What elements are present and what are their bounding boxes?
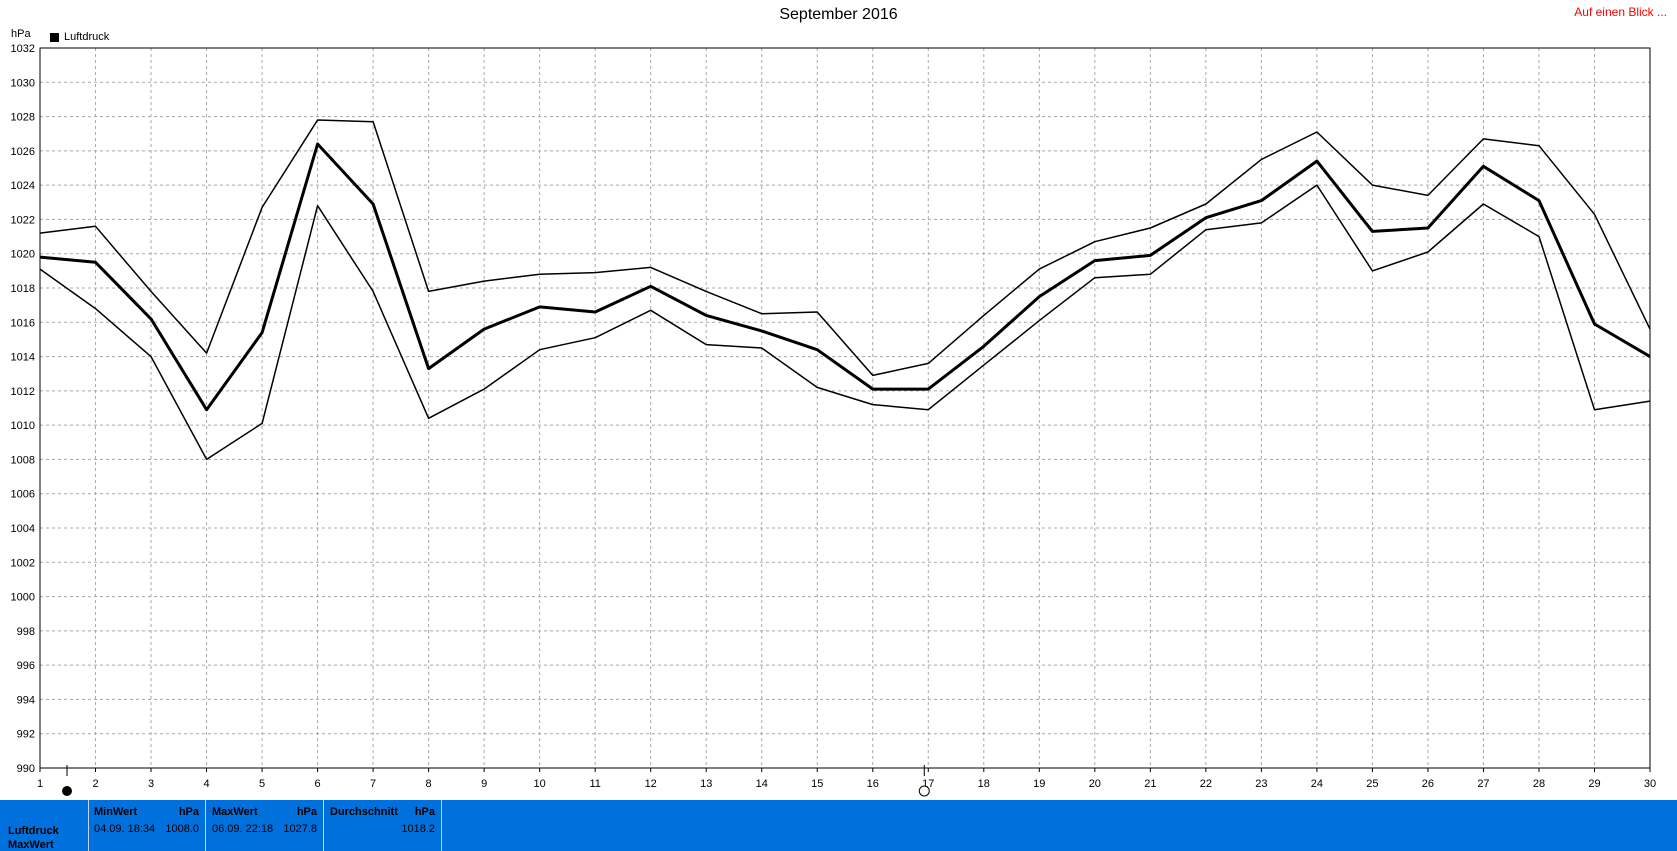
y-tick-label: 998: [17, 626, 35, 638]
legend-swatch: [50, 32, 59, 42]
x-tick-label: 9: [481, 778, 487, 790]
x-tick-label: 16: [867, 778, 879, 790]
stats-avg-unit: hPa: [414, 806, 435, 818]
x-tick-label: 14: [756, 778, 768, 790]
y-tick-label: 1022: [11, 214, 35, 226]
y-tick-label: 994: [17, 694, 35, 706]
y-tick-label: 1018: [11, 283, 35, 295]
range-start-marker-icon: [62, 786, 72, 796]
stats-max-time: 06.09. 22:18: [212, 823, 274, 835]
x-tick-label: 24: [1311, 778, 1323, 790]
y-tick-label: 1014: [11, 352, 35, 364]
y-tick-label: 992: [17, 729, 35, 741]
stats-avg-value: 1018.2: [401, 823, 435, 835]
x-tick-label: 5: [259, 778, 265, 790]
legend: Luftdruck: [50, 31, 109, 43]
x-tick-label: 21: [1144, 778, 1156, 790]
series-line-min: [39, 184, 1651, 461]
plot-frame: [39, 47, 1651, 769]
stats-row-label: MaxWert: [8, 839, 54, 851]
stats-row-label: Luftdruck: [8, 825, 59, 837]
y-tick-label: 1028: [11, 112, 35, 124]
stats-min-block: MinWert hPa 04.09. 18:34 1008.0: [88, 800, 206, 851]
series-line-mean: [39, 142, 1651, 412]
stats-avg-header: Durchschnitt: [330, 806, 398, 818]
x-tick-label: 28: [1533, 778, 1545, 790]
stats-max-unit: hPa: [296, 806, 317, 818]
x-tick-label: 10: [534, 778, 546, 790]
stats-avg-block: Durchschnitt hPa 1018.2: [324, 800, 442, 851]
range-end-marker-icon: [918, 785, 930, 797]
x-tick-label: 4: [203, 778, 209, 790]
y-tick-label: 1008: [11, 454, 35, 466]
y-tick-label: 1004: [11, 523, 35, 535]
x-tick-label: 6: [315, 778, 321, 790]
y-tick-label: 1020: [11, 249, 35, 261]
y-tick-label: 1012: [11, 386, 35, 398]
stats-max-header: MaxWert: [212, 806, 258, 818]
y-tick-label: 1030: [11, 77, 35, 89]
x-tick-label: 12: [645, 778, 657, 790]
y-tick-label: 990: [17, 763, 35, 775]
x-tick-label: 7: [370, 778, 376, 790]
x-tick-label: 8: [426, 778, 432, 790]
y-tick-label: 1024: [11, 180, 35, 192]
stats-panel: Luftdruck MaxWert MinWert hPa 04.09. 18:…: [0, 800, 1677, 851]
x-tick-label: 20: [1089, 778, 1101, 790]
x-tick-label: 11: [589, 778, 600, 790]
x-tick-label: 26: [1422, 778, 1434, 790]
y-tick-label: 1000: [11, 592, 35, 604]
stats-min-value: 1008.0: [165, 823, 199, 835]
y-tick-label: 1016: [11, 317, 35, 329]
y-tick-label: 1032: [11, 43, 35, 55]
y-axis-unit-label: hPa: [11, 28, 31, 40]
x-tick-label: 1: [37, 778, 43, 790]
y-tick-label: 996: [17, 660, 35, 672]
y-tick-label: 1002: [11, 557, 35, 569]
y-tick-label: 1010: [11, 420, 35, 432]
x-tick-label: 25: [1366, 778, 1378, 790]
stats-row-labels: Luftdruck MaxWert: [0, 800, 89, 851]
chart-area: 9909929949969981000100210041006100810101…: [11, 43, 1656, 797]
stats-min-header: MinWert: [94, 806, 138, 818]
y-tick-label: 1006: [11, 489, 35, 501]
legend-label: Luftdruck: [64, 31, 110, 43]
overview-link[interactable]: Auf einen Blick ...: [1574, 5, 1667, 19]
x-tick-label: 2: [92, 778, 98, 790]
chart-title: September 2016: [779, 6, 898, 23]
x-tick-label: 22: [1200, 778, 1212, 790]
stats-min-time: 04.09. 18:34: [94, 823, 156, 835]
x-tick-label: 23: [1255, 778, 1267, 790]
x-tick-label: 30: [1644, 778, 1656, 790]
x-tick-label: 13: [700, 778, 712, 790]
y-tick-label: 1026: [11, 146, 35, 158]
stats-max-value: 1027.8: [283, 823, 317, 835]
x-tick-label: 29: [1588, 778, 1600, 790]
x-tick-label: 19: [1033, 778, 1045, 790]
x-tick-label: 15: [811, 778, 823, 790]
x-tick-label: 18: [978, 778, 990, 790]
x-tick-label: 27: [1477, 778, 1489, 790]
series-line-max: [39, 119, 1651, 377]
stats-min-unit: hPa: [178, 806, 199, 818]
x-tick-label: 3: [148, 778, 154, 790]
stats-max-block: MaxWert hPa 06.09. 22:18 1027.8: [206, 800, 324, 851]
